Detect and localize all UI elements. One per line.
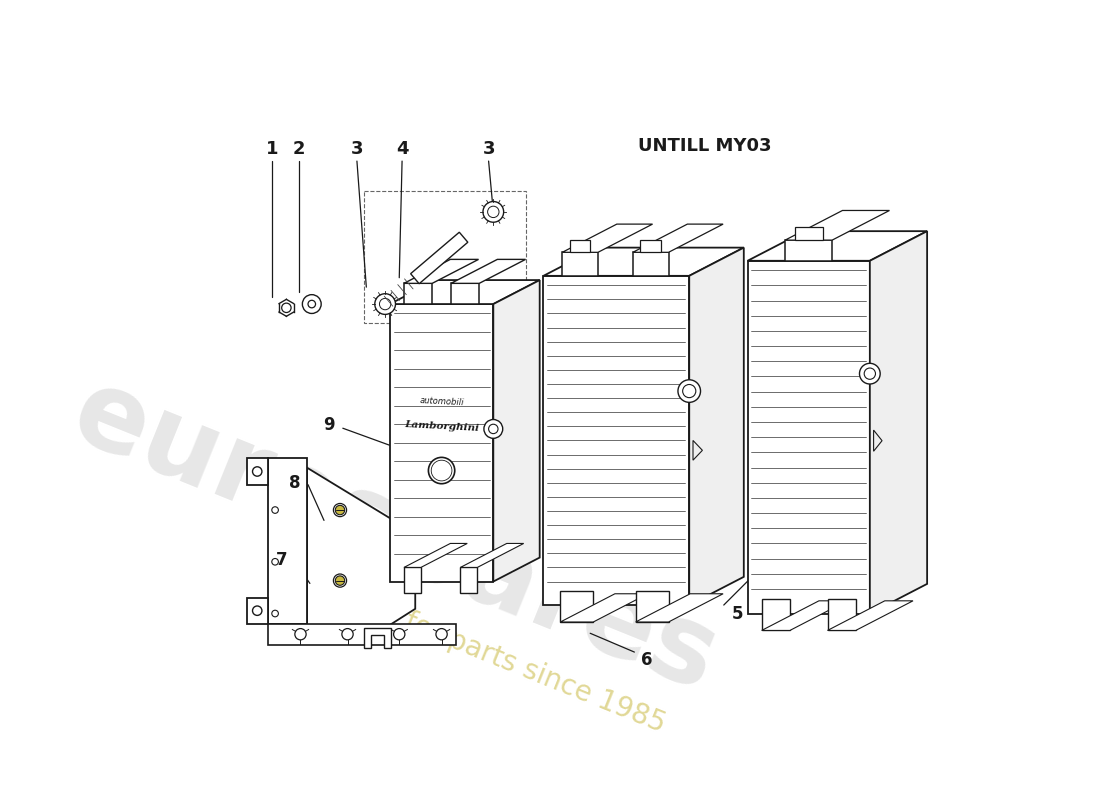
Polygon shape [560, 591, 593, 622]
Polygon shape [267, 458, 307, 624]
Circle shape [488, 424, 498, 434]
Circle shape [253, 606, 262, 615]
Circle shape [308, 300, 316, 308]
Polygon shape [785, 210, 890, 240]
Polygon shape [543, 248, 744, 276]
Circle shape [483, 202, 504, 222]
Text: 3: 3 [483, 140, 495, 158]
Text: 2: 2 [293, 140, 305, 158]
Polygon shape [562, 252, 598, 276]
Text: 6: 6 [641, 650, 652, 669]
Circle shape [436, 629, 448, 640]
Text: 1: 1 [266, 140, 278, 158]
Polygon shape [451, 259, 526, 283]
Polygon shape [761, 599, 790, 630]
Text: 7: 7 [276, 551, 287, 569]
Text: 4: 4 [396, 140, 408, 158]
Polygon shape [461, 567, 477, 593]
Polygon shape [632, 224, 723, 252]
Circle shape [859, 363, 880, 384]
Polygon shape [785, 240, 833, 261]
Text: 9: 9 [323, 416, 334, 434]
Polygon shape [827, 599, 856, 630]
Polygon shape [543, 276, 690, 605]
Polygon shape [267, 624, 455, 645]
Circle shape [253, 466, 262, 476]
Polygon shape [364, 628, 390, 648]
Polygon shape [794, 227, 823, 240]
Circle shape [379, 298, 390, 310]
Circle shape [333, 503, 346, 517]
Polygon shape [307, 468, 415, 642]
Text: Lamborghini: Lamborghini [404, 420, 480, 433]
Polygon shape [246, 598, 267, 624]
Polygon shape [451, 283, 480, 304]
Polygon shape [461, 543, 524, 567]
Text: automobili: automobili [419, 395, 464, 407]
Text: eurospares: eurospares [57, 359, 733, 714]
Circle shape [678, 380, 701, 402]
Polygon shape [748, 231, 927, 261]
Circle shape [394, 629, 405, 640]
Circle shape [282, 303, 292, 313]
Polygon shape [636, 591, 669, 622]
Text: 8: 8 [289, 474, 300, 492]
Circle shape [272, 610, 278, 617]
Polygon shape [827, 601, 913, 630]
Circle shape [302, 294, 321, 314]
Text: 3: 3 [351, 140, 363, 158]
Polygon shape [404, 259, 478, 283]
Polygon shape [404, 567, 421, 593]
Polygon shape [404, 283, 432, 304]
Polygon shape [632, 252, 669, 276]
Polygon shape [493, 280, 540, 582]
Polygon shape [636, 594, 723, 622]
Polygon shape [690, 248, 744, 605]
Circle shape [336, 576, 344, 586]
Polygon shape [748, 261, 870, 614]
Polygon shape [246, 458, 267, 485]
Text: UNTILL MY03: UNTILL MY03 [638, 137, 772, 155]
Polygon shape [761, 601, 847, 630]
Polygon shape [410, 232, 468, 284]
Polygon shape [570, 240, 591, 252]
Polygon shape [640, 240, 661, 252]
Circle shape [428, 458, 454, 484]
Polygon shape [562, 224, 652, 252]
Circle shape [487, 206, 499, 218]
Circle shape [484, 419, 503, 438]
Polygon shape [560, 594, 648, 622]
Circle shape [342, 629, 353, 640]
Circle shape [333, 574, 346, 587]
Circle shape [375, 294, 396, 314]
Circle shape [272, 558, 278, 565]
Polygon shape [870, 231, 927, 614]
Circle shape [295, 629, 306, 640]
Circle shape [336, 506, 344, 514]
Circle shape [272, 506, 278, 514]
Polygon shape [389, 280, 540, 304]
Polygon shape [404, 543, 468, 567]
Polygon shape [389, 304, 493, 582]
Text: a passion for parts since 1985: a passion for parts since 1985 [270, 555, 670, 738]
Text: 5: 5 [733, 606, 744, 623]
